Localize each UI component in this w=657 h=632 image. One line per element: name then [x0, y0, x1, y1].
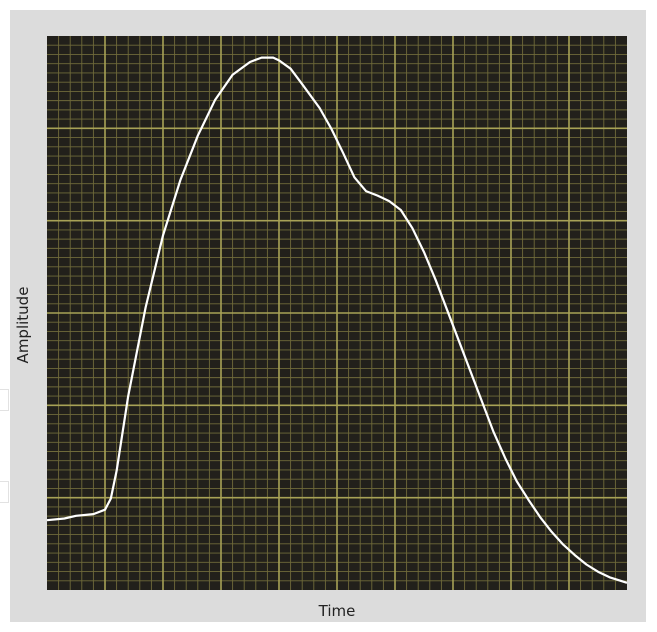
- x-axis-label: Time: [318, 602, 356, 620]
- major-grid: [47, 36, 627, 590]
- plot-area: [47, 36, 627, 590]
- stray-border-upper: [0, 389, 9, 411]
- series-line: [47, 56, 627, 584]
- stray-border-lower: [0, 481, 9, 503]
- y-axis-label: Amplitude: [14, 286, 32, 364]
